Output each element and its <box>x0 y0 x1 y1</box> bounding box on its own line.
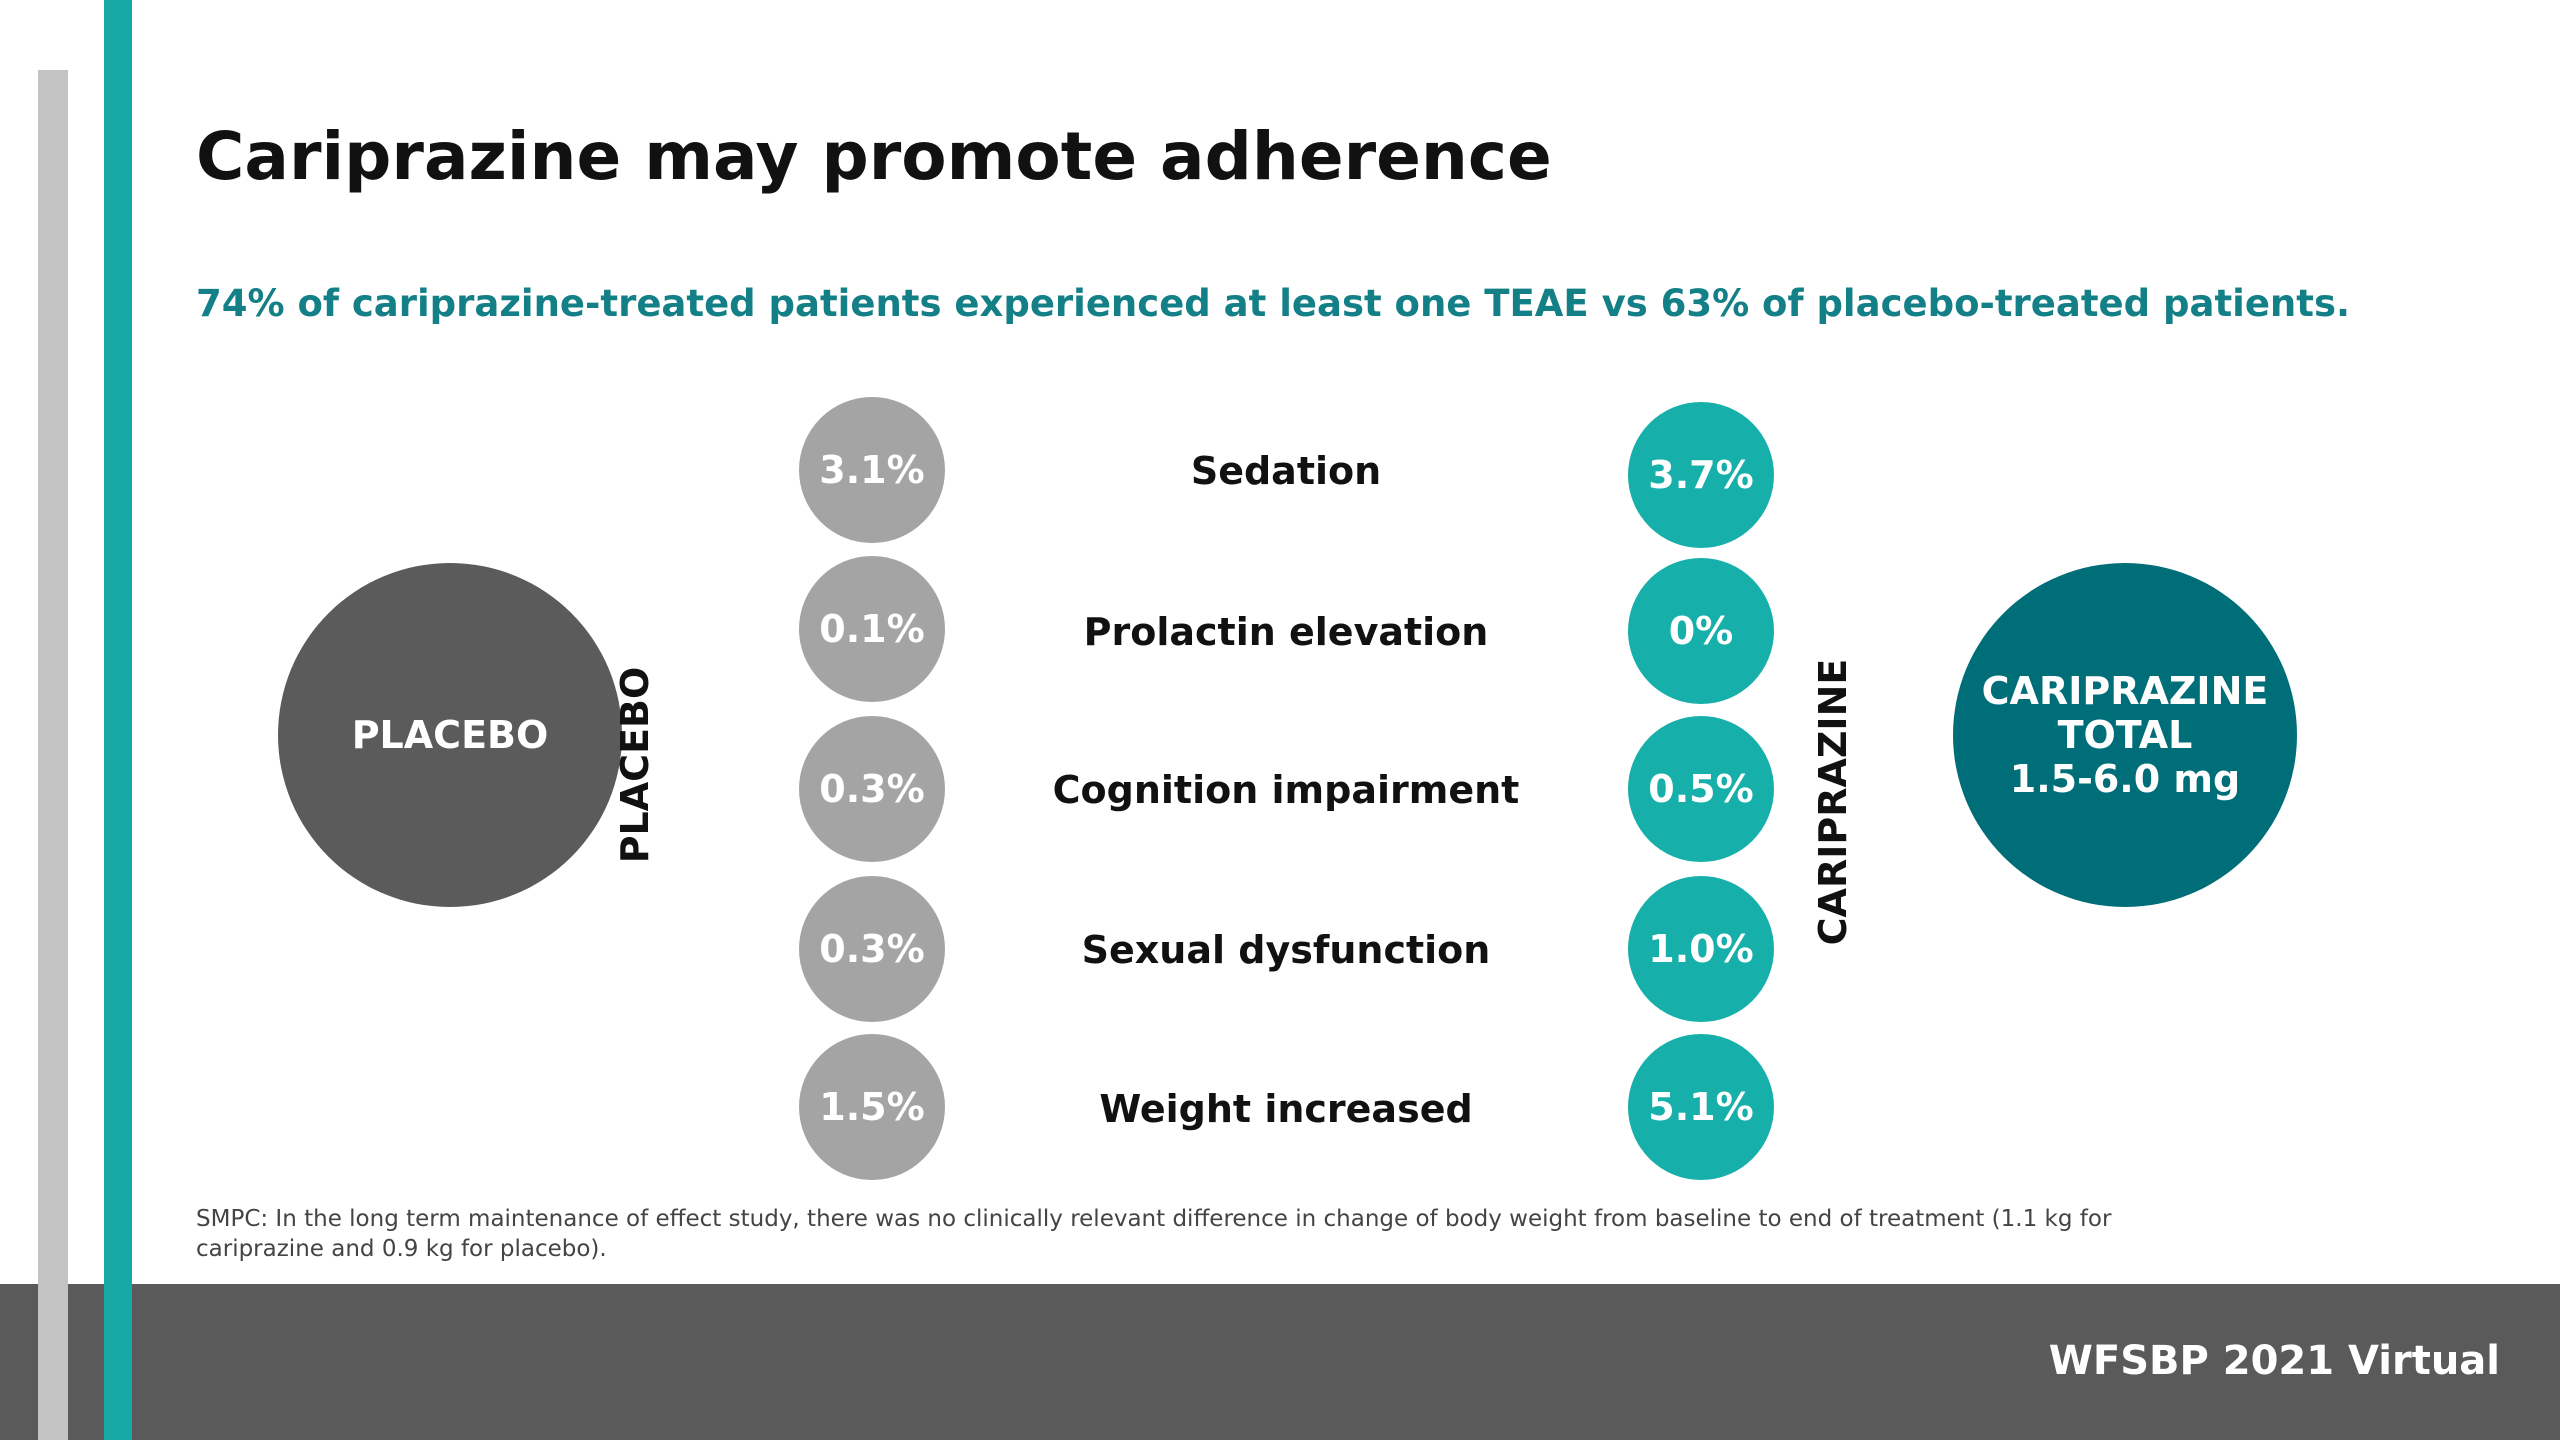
footnote: SMPC: In the long term maintenance of ef… <box>196 1206 2112 1262</box>
cariprazine-value-sexual: 1.0% <box>1628 876 1774 1022</box>
cariprazine-value-cognition: 0.5% <box>1628 716 1774 862</box>
cariprazine-circle-line2: TOTAL <box>2057 713 2193 757</box>
category-label-cognition: Cognition impairment <box>1052 768 1520 812</box>
cariprazine-vertical-label: CARIPRAZINE <box>1811 658 1855 946</box>
placebo-value-sexual: 0.3% <box>799 876 945 1022</box>
cariprazine-value-prolactin: 0% <box>1628 558 1774 704</box>
cariprazine-circle: CARIPRAZINE TOTAL 1.5-6.0 mg <box>1953 563 2297 907</box>
footer-conference-label: WFSBP 2021 Virtual <box>2048 1338 2500 1384</box>
placebo-value-prolactin: 0.1% <box>799 556 945 702</box>
placebo-vertical-label: PLACEBO <box>613 666 657 864</box>
category-label-sexual: Sexual dysfunction <box>1081 928 1491 972</box>
cariprazine-circle-line3: 1.5-6.0 mg <box>2009 757 2241 801</box>
placebo-circle: PLACEBO <box>278 563 622 907</box>
placebo-circle-label: PLACEBO <box>351 713 549 757</box>
category-label-sedation: Sedation <box>1190 449 1382 493</box>
placebo-value-weight: 1.5% <box>799 1034 945 1180</box>
cariprazine-value-sedation: 3.7% <box>1628 402 1774 548</box>
footer-bar <box>0 1284 2560 1440</box>
slide-subtitle: 74% of cariprazine-treated patients expe… <box>196 282 2351 325</box>
placebo-value-cognition: 0.3% <box>799 716 945 862</box>
placebo-value-sedation: 3.1% <box>799 397 945 543</box>
decorative-teal-stripe <box>104 0 132 1440</box>
decorative-gray-stripe <box>38 70 68 1440</box>
cariprazine-value-weight: 5.1% <box>1628 1034 1774 1180</box>
category-label-weight: Weight increased <box>1099 1087 1473 1131</box>
slide-title: Cariprazine may promote adherence <box>196 118 1552 195</box>
cariprazine-circle-line1: CARIPRAZINE <box>1981 669 2269 713</box>
category-label-prolactin: Prolactin elevation <box>1083 610 1489 654</box>
